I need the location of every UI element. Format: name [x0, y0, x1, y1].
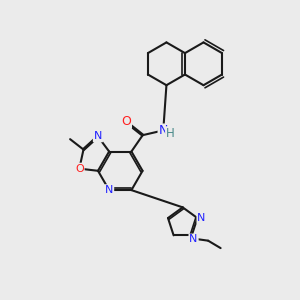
- Text: H: H: [166, 127, 174, 140]
- Text: N: N: [158, 124, 168, 137]
- Text: O: O: [121, 115, 131, 128]
- Text: N: N: [94, 131, 102, 141]
- Text: O: O: [75, 164, 84, 174]
- Text: N: N: [197, 213, 206, 223]
- Text: N: N: [189, 235, 198, 244]
- Text: N: N: [105, 185, 113, 195]
